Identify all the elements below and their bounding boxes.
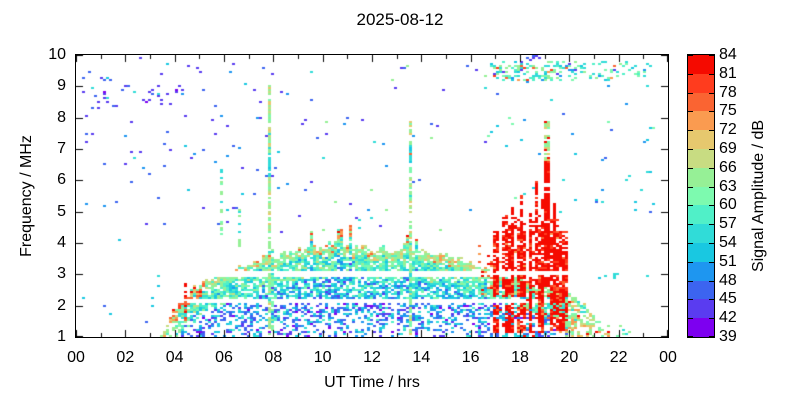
colorbar-tick bbox=[688, 205, 693, 207]
colorbar-tick-label: 72 bbox=[719, 121, 737, 139]
colorbar-tick bbox=[688, 243, 693, 244]
y-axis-label: Frequency / MHz bbox=[18, 135, 35, 257]
colorbar-segment bbox=[688, 261, 714, 281]
colorbar-tick-label: 66 bbox=[719, 158, 737, 176]
x-tick-label: 00 bbox=[659, 349, 677, 366]
colorbar-tick bbox=[688, 318, 693, 320]
plot-frame bbox=[75, 54, 669, 338]
colorbar-tick-label: 54 bbox=[719, 234, 737, 251]
colorbar-tick-label: 69 bbox=[719, 140, 737, 157]
colorbar-tick bbox=[709, 73, 714, 75]
colorbar-tick bbox=[709, 205, 714, 207]
colorbar-tick-label: 42 bbox=[719, 309, 737, 327]
x-tick-label: 22 bbox=[609, 349, 628, 366]
colorbar-tick-labels: 39 42 45 48 51 54 57 60 63 66 69 72 75 78 81 84 bbox=[719, 0, 761, 400]
y-tick-label: 5 bbox=[57, 202, 66, 220]
x-tick-label: 00 bbox=[67, 349, 85, 366]
colorbar-segment bbox=[688, 280, 714, 300]
colorbar-tick bbox=[688, 186, 693, 188]
colorbar-tick bbox=[709, 149, 714, 150]
x-axis-label: UT Time / hrs bbox=[324, 374, 420, 391]
colorbar-tick bbox=[709, 318, 714, 320]
x-tick-label: 08 bbox=[264, 349, 283, 366]
colorbar-tick bbox=[688, 111, 693, 113]
colorbar-tick bbox=[709, 224, 714, 226]
colorbar-segment bbox=[688, 55, 714, 74]
y-tick-label: 7 bbox=[57, 140, 66, 157]
colorbar-tick-label: 48 bbox=[719, 271, 737, 289]
colorbar-tick-label: 75 bbox=[719, 102, 737, 120]
x-tick-label: 04 bbox=[165, 349, 184, 366]
spectrogram-canvas bbox=[76, 55, 668, 337]
colorbar-segment bbox=[688, 318, 714, 337]
colorbar-tick bbox=[709, 280, 714, 282]
x-tick-label: 10 bbox=[313, 349, 332, 366]
colorbar-tick bbox=[709, 299, 714, 301]
x-tick-label: 12 bbox=[363, 349, 381, 366]
x-tick-label: 14 bbox=[412, 349, 431, 366]
colorbar-tick bbox=[709, 167, 714, 169]
x-tick-label: 06 bbox=[215, 349, 233, 366]
colorbar-tick bbox=[709, 186, 714, 188]
colorbar-tick-label: 81 bbox=[719, 64, 737, 82]
y-tick-labels: 1 2 3 4 5 6 7 8 9 10 bbox=[0, 0, 66, 400]
y-tick-label: 6 bbox=[57, 171, 66, 189]
colorbar-segment bbox=[688, 205, 714, 225]
colorbar-tick-label: 60 bbox=[719, 196, 737, 214]
colorbar-segment bbox=[688, 224, 714, 243]
colorbar-tick bbox=[709, 243, 714, 244]
colorbar-tick bbox=[709, 261, 714, 263]
y-tick-label: 1 bbox=[57, 328, 66, 345]
y-tick-label: 9 bbox=[57, 77, 66, 95]
y-tick-label: 8 bbox=[57, 108, 66, 126]
colorbar-tick-label: 78 bbox=[719, 83, 737, 101]
colorbar-segment bbox=[688, 242, 714, 262]
colorbar-tick-label: 63 bbox=[719, 177, 737, 195]
colorbar-segment bbox=[688, 167, 714, 187]
colorbar-tick bbox=[709, 92, 714, 94]
colorbar-tick bbox=[688, 130, 693, 132]
y-tick-label: 4 bbox=[57, 234, 66, 251]
x-tick-label: 20 bbox=[560, 349, 579, 366]
y-tick-label: 10 bbox=[48, 46, 66, 63]
colorbar-tick-label: 39 bbox=[719, 328, 737, 345]
colorbar-tick bbox=[688, 224, 693, 226]
colorbar-tick bbox=[688, 280, 693, 282]
colorbar-segment bbox=[688, 130, 714, 149]
colorbar-tick bbox=[688, 261, 693, 263]
colorbar-tick-label: 84 bbox=[719, 46, 737, 63]
colorbar-segment bbox=[688, 111, 714, 131]
colorbar-segment bbox=[688, 148, 714, 168]
colorbar-tick bbox=[688, 73, 693, 75]
colorbar-tick-label: 51 bbox=[719, 252, 737, 270]
colorbar-tick bbox=[688, 167, 693, 169]
colorbar-tick bbox=[709, 130, 714, 132]
x-tick-label: 18 bbox=[511, 349, 529, 366]
colorbar-tick bbox=[688, 92, 693, 94]
y-tick-label: 3 bbox=[57, 265, 66, 283]
page-title: 2025-08-12 bbox=[356, 10, 444, 29]
colorbar-tick bbox=[688, 299, 693, 301]
y-tick-label: 2 bbox=[57, 296, 66, 314]
colorbar-segment bbox=[688, 299, 714, 319]
colorbar-tick bbox=[709, 336, 714, 337]
colorbar-label: Signal Amplitude / dB bbox=[750, 119, 767, 273]
colorbar-segment bbox=[688, 73, 714, 93]
colorbar-tick-label: 45 bbox=[719, 290, 737, 308]
colorbar bbox=[687, 54, 715, 338]
x-tick-label: 02 bbox=[116, 349, 135, 366]
colorbar-segment bbox=[688, 92, 714, 112]
x-tick-label: 16 bbox=[461, 349, 480, 366]
colorbar-tick bbox=[709, 55, 714, 56]
colorbar-tick-label: 57 bbox=[719, 215, 737, 233]
x-tick-labels: 00 02 04 06 08 10 12 14 16 18 20 22 00 bbox=[0, 349, 800, 369]
colorbar-segment bbox=[688, 186, 714, 206]
colorbar-tick bbox=[688, 336, 693, 337]
colorbar-tick bbox=[688, 149, 693, 150]
colorbar-tick bbox=[709, 111, 714, 113]
colorbar-tick bbox=[688, 55, 693, 56]
